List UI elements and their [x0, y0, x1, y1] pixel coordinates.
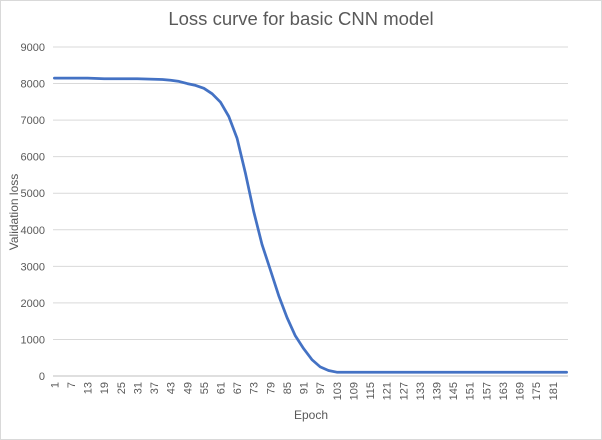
x-tick-label: 91 — [299, 382, 311, 394]
x-tick-label: 25 — [116, 382, 128, 394]
x-tick-label: 1 — [49, 382, 61, 388]
x-tick-label: 127 — [398, 382, 410, 400]
y-tick-label: 6000 — [21, 152, 45, 164]
x-tick-label: 181 — [548, 382, 560, 400]
x-tick-label: 43 — [166, 382, 178, 394]
x-tick-label: 79 — [265, 382, 277, 394]
y-tick-label: 0 — [39, 371, 45, 383]
y-tick-label: 2000 — [21, 298, 45, 310]
x-tick-labels: 1 7 13 19 25 31 37 43 49 55 61 67 73 79 85 91 97 103 109 11… — [49, 382, 559, 400]
y-tick-label: 4000 — [21, 225, 45, 237]
x-tick-label: 61 — [216, 382, 228, 394]
x-tick-label: 55 — [199, 382, 211, 394]
chart-title: Loss curve for basic CNN model — [168, 8, 434, 29]
x-tick-label: 67 — [232, 382, 244, 394]
series-layer — [53, 76, 568, 374]
x-tick-label: 133 — [415, 382, 427, 400]
x-tick-label: 49 — [182, 382, 194, 394]
x-axis-title: Epoch — [293, 408, 329, 422]
x-tick-label: 13 — [83, 382, 95, 394]
y-tick-label: 8000 — [21, 79, 45, 91]
x-tick-label: 169 — [515, 382, 527, 400]
x-tick-label: 109 — [348, 382, 360, 400]
x-tick-label: 103 — [332, 382, 344, 400]
x-tick-label: 73 — [249, 382, 261, 394]
x-tick-label: 19 — [99, 382, 111, 394]
x-tick-label: 157 — [481, 382, 493, 400]
x-tick-label: 37 — [149, 382, 161, 394]
y-tick-label: 9000 — [21, 42, 45, 54]
x-tick-label: 139 — [431, 382, 443, 400]
y-tick-label: 1000 — [21, 334, 45, 346]
x-tick-label: 175 — [531, 382, 543, 400]
x-tick-label: 163 — [498, 382, 510, 400]
y-tick-labels: 0 1000 2000 3000 4000 5000 6000 7000 8000 9000 — [21, 42, 45, 383]
y-tick-label: 3000 — [21, 261, 45, 273]
x-tick-label: 85 — [282, 382, 294, 394]
x-tick-label: 151 — [465, 382, 477, 400]
x-tick-label: 31 — [132, 382, 144, 394]
x-tick-label: 115 — [365, 382, 377, 400]
x-tick-label: 145 — [448, 382, 460, 400]
gridlines — [53, 46, 568, 377]
y-tick-label: 5000 — [21, 188, 45, 200]
series-line — [53, 76, 568, 374]
x-tick-label: 121 — [382, 382, 394, 400]
y-tick-label: 7000 — [21, 115, 45, 127]
x-tick-label: 97 — [315, 382, 327, 394]
x-tick-label: 7 — [66, 382, 78, 388]
